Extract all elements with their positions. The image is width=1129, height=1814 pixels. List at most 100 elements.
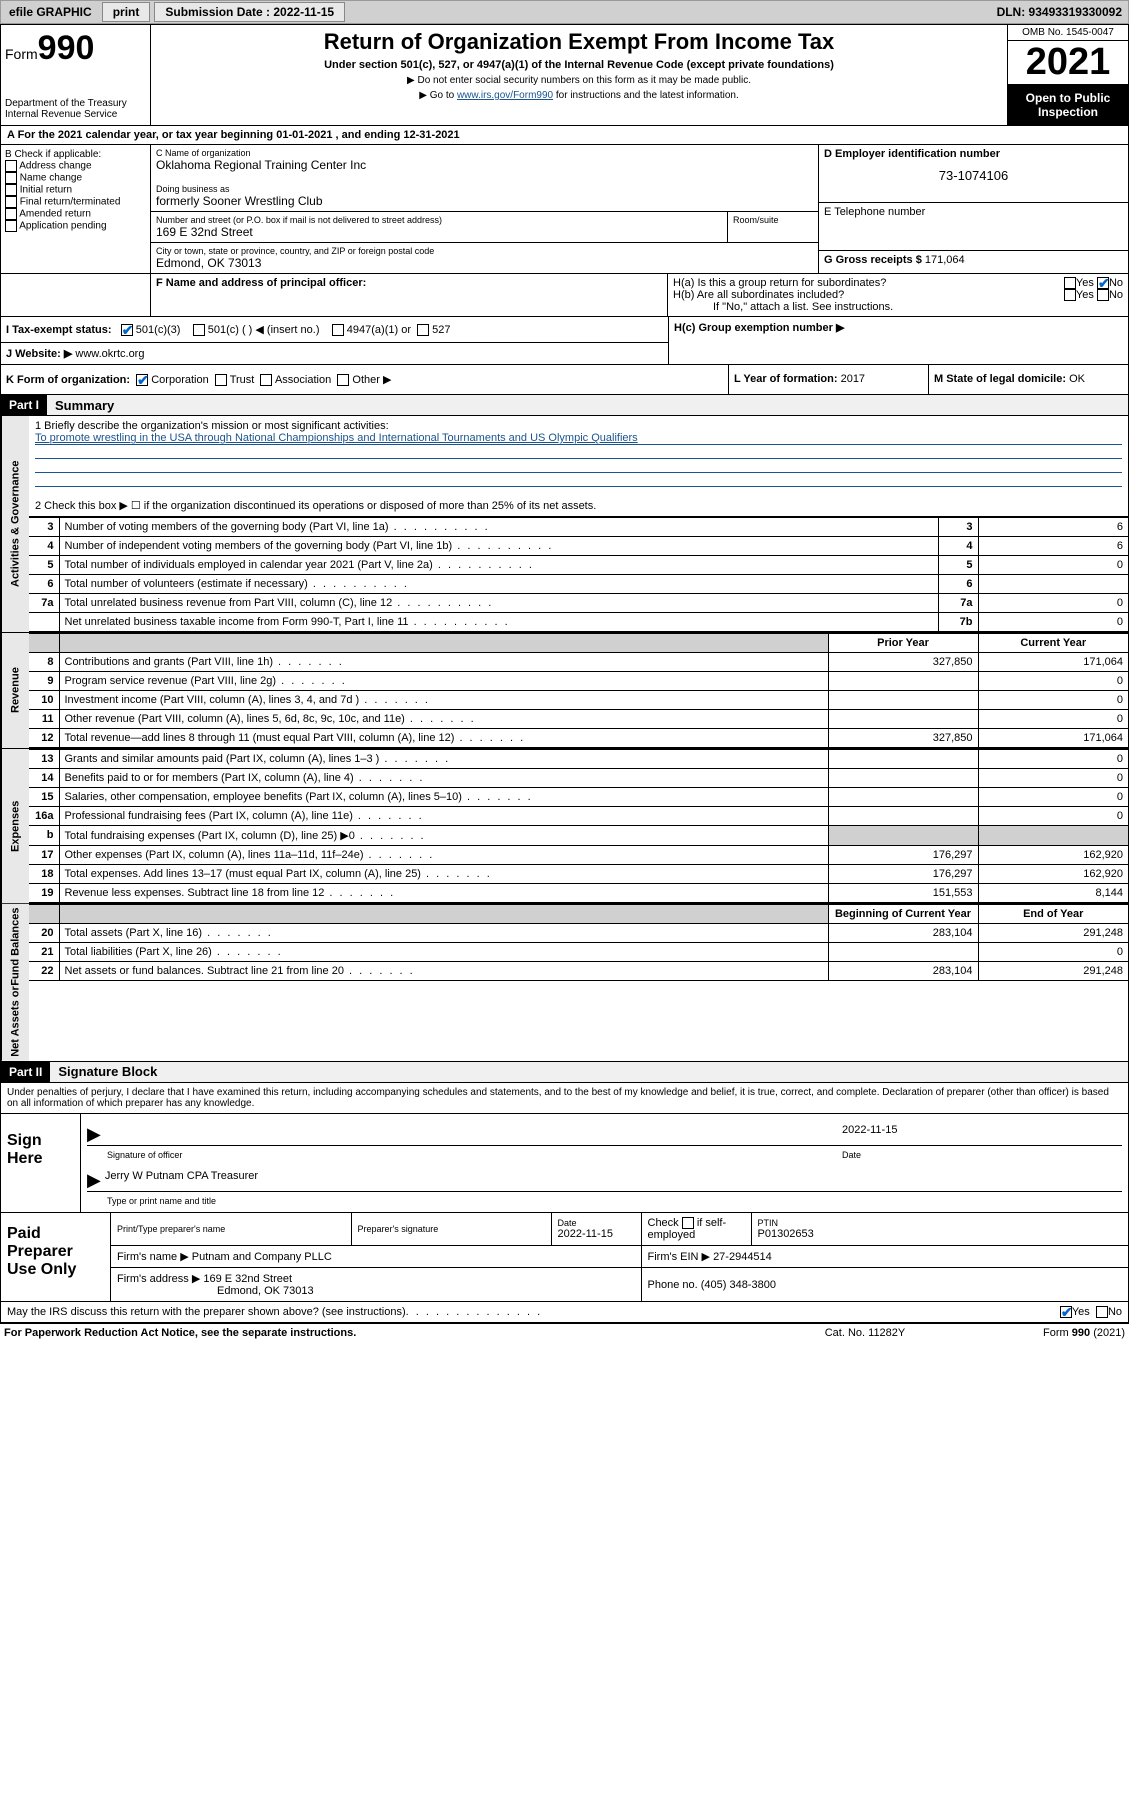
note-link: ▶ Go to www.irs.gov/Form990 for instruct…	[159, 90, 999, 101]
firm-name-label: Firm's name ▶	[117, 1251, 189, 1263]
block-c-org: C Name of organization Oklahoma Regional…	[151, 145, 818, 273]
expenses-table: 13 Grants and similar amounts paid (Part…	[29, 749, 1128, 903]
year-formation-label: L Year of formation:	[734, 373, 838, 385]
irs-label: Internal Revenue Service	[5, 109, 146, 120]
firm-ein: 27-2944514	[713, 1251, 772, 1263]
submission-date-button[interactable]: Submission Date : 2022-11-15	[154, 2, 345, 22]
table-row: 5 Total number of individuals employed i…	[29, 556, 1128, 575]
perjury-declaration: Under penalties of perjury, I declare th…	[0, 1083, 1129, 1114]
ha-label: H(a) Is this a group return for subordin…	[673, 277, 1064, 289]
top-toolbar: efile GRAPHIC print Submission Date : 20…	[0, 0, 1129, 24]
table-row: 9 Program service revenue (Part VIII, li…	[29, 672, 1128, 691]
cat-no: Cat. No. 11282Y	[765, 1327, 965, 1339]
table-row: b Total fundraising expenses (Part IX, c…	[29, 826, 1128, 846]
open-public-badge: Open to Public Inspection	[1008, 85, 1128, 125]
cb-corporation[interactable]	[136, 374, 148, 386]
preparer-table: Print/Type preparer's name Preparer's si…	[111, 1213, 1128, 1301]
form-number: Form990	[5, 29, 146, 68]
gross-receipts-label: G Gross receipts $	[824, 254, 922, 266]
cb-trust[interactable]	[215, 374, 227, 386]
firm-name: Putnam and Company PLLC	[192, 1251, 332, 1263]
cb-527[interactable]	[417, 324, 429, 336]
vert-governance: Activities & Governance	[1, 416, 29, 632]
cb-association[interactable]	[260, 374, 272, 386]
hb-yes-checkbox[interactable]	[1064, 289, 1076, 301]
domicile-label: M State of legal domicile:	[934, 373, 1066, 385]
cb-name-change[interactable]: Name change	[5, 172, 146, 184]
officer-name: Jerry W Putnam CPA Treasurer	[105, 1170, 258, 1191]
cb-other[interactable]	[337, 374, 349, 386]
name-label: Type or print name and title	[87, 1196, 1122, 1206]
signature-line: ▶ 2022-11-15	[87, 1124, 1122, 1146]
principal-officer-label: F Name and address of principal officer:	[156, 277, 366, 289]
block-k: K Form of organization: Corporation Trus…	[1, 365, 728, 394]
table-row: 20 Total assets (Part X, line 16) 283,10…	[29, 924, 1128, 943]
part2-badge: Part II	[1, 1062, 50, 1082]
table-row: 11 Other revenue (Part VIII, column (A),…	[29, 710, 1128, 729]
cb-address-change[interactable]: Address change	[5, 160, 146, 172]
part1-badge: Part I	[1, 395, 47, 415]
cb-discuss-yes[interactable]	[1060, 1306, 1072, 1318]
form-org-block: K Form of organization: Corporation Trus…	[0, 365, 1129, 395]
addr-label: Number and street (or P.O. box if mail i…	[156, 215, 722, 225]
header-center: Return of Organization Exempt From Incom…	[151, 25, 1008, 125]
status-website-block: I Tax-exempt status: 501(c)(3) 501(c) ( …	[0, 317, 1129, 365]
addr-value: 169 E 32nd Street	[156, 225, 722, 239]
omb-number: OMB No. 1545-0047	[1008, 25, 1128, 41]
firm-ein-label: Firm's EIN ▶	[648, 1251, 711, 1263]
netassets-block: Net Assets orFund Balances Beginning of …	[0, 904, 1129, 1062]
tax-year-begin: 01-01-2021	[276, 129, 332, 141]
sign-here-block: Sign Here ▶ 2022-11-15 Signature of offi…	[0, 1114, 1129, 1213]
form-org-label: K Form of organization:	[6, 374, 130, 386]
irs-form990-link[interactable]: www.irs.gov/Form990	[457, 90, 553, 101]
note-ssn: ▶ Do not enter social security numbers o…	[159, 75, 999, 86]
sig-arrow-icon: ▶	[87, 1124, 101, 1145]
print-button[interactable]: print	[102, 2, 151, 22]
form-title: Return of Organization Exempt From Incom…	[159, 29, 999, 55]
cb-501c[interactable]	[193, 324, 205, 336]
table-row: 22 Net assets or fund balances. Subtract…	[29, 962, 1128, 981]
sign-here-content: ▶ 2022-11-15 Signature of officer Date ▶…	[81, 1114, 1128, 1212]
cb-application-pending[interactable]: Application pending	[5, 220, 146, 232]
prep-name-label: Print/Type preparer's name	[117, 1224, 345, 1234]
dots-fill	[406, 1306, 543, 1318]
table-row: 6 Total number of volunteers (estimate i…	[29, 575, 1128, 594]
section-a-mid: , and ending	[336, 129, 404, 141]
website-value: www.okrtc.org	[75, 348, 144, 360]
cb-self-employed[interactable]	[682, 1217, 694, 1229]
cb-discuss-no[interactable]	[1096, 1306, 1108, 1318]
cb-4947[interactable]	[332, 324, 344, 336]
part2-title: Signature Block	[50, 1064, 157, 1079]
irs-discuss-row: May the IRS discuss this return with the…	[0, 1302, 1129, 1323]
table-row: 12 Total revenue—add lines 8 through 11 …	[29, 729, 1128, 748]
revenue-table: Prior Year Current Year8 Contributions a…	[29, 633, 1128, 748]
section-a-pre: A For the 2021 calendar year, or tax yea…	[7, 129, 276, 141]
cb-final-return[interactable]: Final return/terminated	[5, 196, 146, 208]
form-subtitle: Under section 501(c), 527, or 4947(a)(1)…	[159, 59, 999, 71]
table-row: 13 Grants and similar amounts paid (Part…	[29, 750, 1128, 769]
org-name-label: C Name of organization	[156, 148, 813, 158]
ha-yes-checkbox[interactable]	[1064, 277, 1076, 289]
cb-amended-return[interactable]: Amended return	[5, 208, 146, 220]
year-formation-value: 2017	[841, 373, 865, 385]
header-left: Form990 Department of the Treasury Inter…	[1, 25, 151, 125]
header-right: OMB No. 1545-0047 2021 Open to Public In…	[1008, 25, 1128, 125]
paid-preparer-label: Paid Preparer Use Only	[1, 1213, 111, 1301]
table-row: 3 Number of voting members of the govern…	[29, 518, 1128, 537]
tax-exempt-label: I Tax-exempt status:	[6, 324, 112, 336]
telephone-label: E Telephone number	[824, 206, 1123, 218]
officer-group-block: F Name and address of principal officer:…	[0, 274, 1129, 317]
cb-initial-return[interactable]: Initial return	[5, 184, 146, 196]
cb-501c3[interactable]	[121, 324, 133, 336]
note2-post: for instructions and the latest informat…	[553, 90, 739, 101]
line1-label: 1 Briefly describe the organization's mi…	[35, 420, 1122, 432]
block-l: L Year of formation: 2017	[728, 365, 928, 394]
paid-preparer-content: Print/Type preparer's name Preparer's si…	[111, 1213, 1128, 1301]
phone-label: Phone no.	[648, 1279, 698, 1291]
block-b-checkboxes: B Check if applicable: Address change Na…	[1, 145, 151, 273]
hb-no-checkbox[interactable]	[1097, 289, 1109, 301]
dln-label: DLN: 93493319330092	[997, 5, 1128, 19]
table-row: 7a Total unrelated business revenue from…	[29, 594, 1128, 613]
ha-no-checkbox[interactable]	[1097, 277, 1109, 289]
block-hc: H(c) Group exemption number ▶	[668, 317, 1128, 364]
